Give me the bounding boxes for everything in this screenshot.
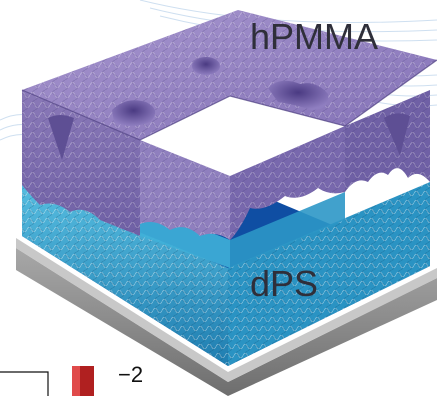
surface-dimple <box>192 57 220 75</box>
dps-layer <box>22 182 430 366</box>
scale-bar-fragment <box>0 366 94 396</box>
hpmma-label: hPMMA <box>250 16 379 57</box>
edge-pit <box>384 113 410 156</box>
dps-label: dPS <box>250 263 319 304</box>
scale-tick-label: −2 <box>118 362 144 387</box>
substrate <box>16 238 437 396</box>
hpmma-top-surface <box>21 10 437 160</box>
edge-pit <box>48 115 74 160</box>
surface-dimple <box>112 100 156 126</box>
surface-dimple <box>268 80 329 110</box>
